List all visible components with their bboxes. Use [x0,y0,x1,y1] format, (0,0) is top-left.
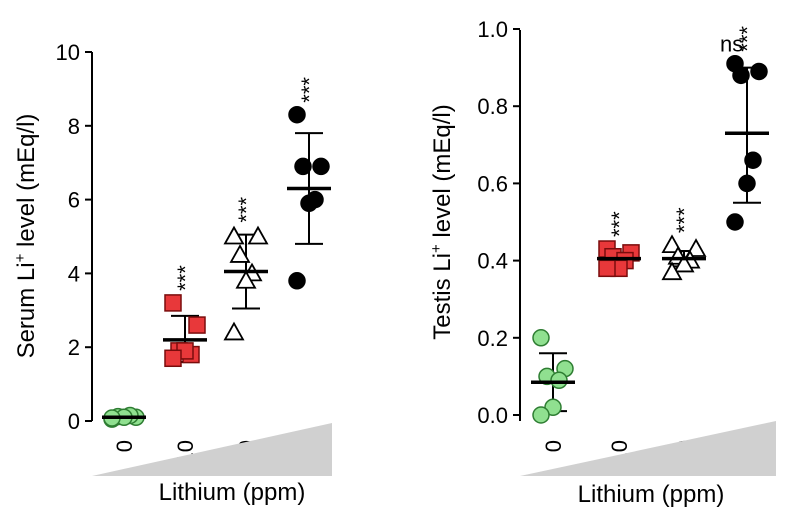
plot-marks: *** ******ns [531,26,769,424]
data-point [732,66,750,85]
data-point [738,174,756,193]
significance-label: *** [735,26,760,52]
data-point [164,349,182,368]
data-point [661,261,683,281]
x-tick-label: 0 [112,440,137,452]
data-point [247,225,269,245]
y-axis-label-tail: level (mEq/l) [13,114,40,254]
data-point [312,157,330,176]
data-point [550,371,568,390]
plot-marks: *** *** *** [102,77,331,428]
data-point [229,244,251,263]
data-point [598,259,616,278]
significance-label: *** [672,207,697,233]
y-tick-label: 10 [56,40,80,65]
y-axis-label: Testis Li+ level (mEq/l) [428,104,456,340]
data-point [223,225,245,245]
data-point [673,253,695,273]
y-axis-label: Serum Li+ level (mEq/l) [12,114,40,359]
y-axis-label-main: Testis Li [429,253,456,340]
y-tick-label: 2 [68,335,80,360]
significance-label: *** [173,265,198,291]
y-tick-label: 0.2 [477,326,508,351]
ns-label: ns [720,32,743,57]
data-point [288,272,306,290]
data-point [288,105,306,124]
testis-chart: 0.00.20.40.60.81.0 01050100 *********ns … [428,17,776,508]
y-tick-label: 1.0 [477,17,508,42]
data-point [235,269,257,289]
data-point [300,194,318,213]
data-point [661,234,683,254]
data-point [750,62,768,81]
y-tick-label: 8 [68,114,80,139]
y-tick-label: 0.0 [477,403,508,428]
y-tick-label: 4 [68,261,80,286]
x-tick-label: 0 [541,440,566,452]
data-point [532,329,550,347]
dose-wedge [92,423,332,476]
y-axis-label-main: Serum Li [13,262,40,358]
y-axis-label-sup: + [428,244,445,253]
x-axis-label: Lithium (ppm) [159,479,306,506]
y-tick-label: 0.4 [477,249,508,274]
data-point [726,213,744,231]
significance-label: *** [297,77,322,103]
dose-wedge [520,421,776,476]
y-tick-label: 0 [68,409,80,434]
data-point [744,151,762,169]
data-point [294,157,312,176]
data-point [188,316,206,334]
y-axis-label-sup: + [12,253,29,262]
significance-label: *** [234,197,259,223]
data-point [223,321,245,341]
y-axis-label-tail: level (mEq/l) [429,104,456,244]
x-axis-label: Lithium (ppm) [578,481,725,508]
y-tick-label: 6 [68,188,80,213]
data-point [685,238,707,257]
significance-label: *** [607,211,632,237]
data-point [532,406,550,424]
y-ticks: 0 2 4 6 8 10 [56,40,92,434]
y-ticks: 0.0 0.2 0.4 0.6 0.8 1.0 [477,17,520,428]
y-tick-label: 0.8 [477,94,508,119]
y-tick-label: 0.6 [477,171,508,196]
data-point [164,294,182,312]
